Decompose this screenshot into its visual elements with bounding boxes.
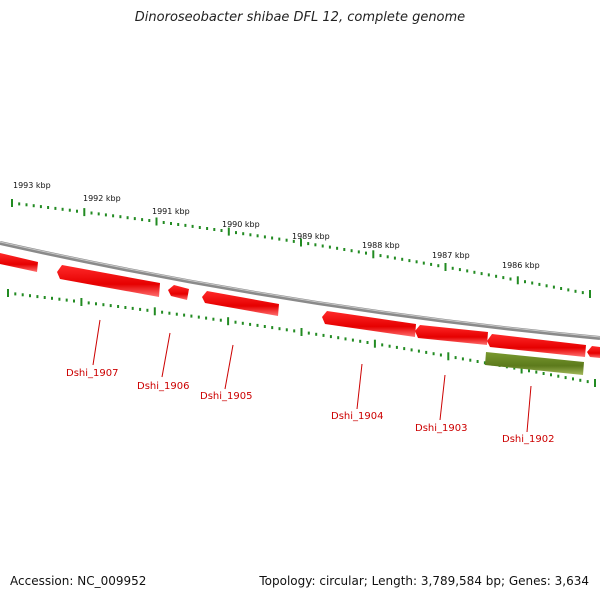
gene-label-dshi-1905[interactable]: Dshi_1905 [200, 391, 252, 402]
gene-feature-rna[interactable] [485, 352, 584, 375]
gene-feature-dshi-1907[interactable] [57, 265, 160, 297]
kbp-label-1991: 1991 kbp [152, 207, 190, 216]
genome-backbone [0, 241, 600, 340]
leader-dshi-1906 [161, 332, 171, 378]
outer-tick-ring [11, 199, 591, 298]
genome-backbone-highlight [0, 241, 600, 338]
kbp-label-1987: 1987 kbp [432, 251, 470, 260]
gene-feature-partial-left[interactable] [0, 253, 38, 272]
gene-feature-dshi-1906[interactable] [168, 285, 189, 300]
gene-feature-dshi-1903[interactable] [415, 325, 488, 345]
genome-stats-text: Topology: circular; Length: 3,789,584 bp… [259, 574, 589, 588]
gene-label-dshi-1907[interactable]: Dshi_1907 [66, 368, 118, 379]
gene-label-dshi-1903[interactable]: Dshi_1903 [415, 423, 467, 434]
kbp-label-1992: 1992 kbp [83, 194, 121, 203]
leader-dshi-1904 [356, 363, 363, 410]
map-title: Dinoroseobacter shibae DFL 12, complete … [134, 10, 466, 25]
kbp-label-1990: 1990 kbp [222, 220, 260, 229]
gene-label-dshi-1904[interactable]: Dshi_1904 [331, 411, 383, 422]
gene-feature-dshi-1905[interactable] [202, 291, 279, 316]
accession-text: Accession: NC_009952 [10, 574, 147, 588]
gene-feature-dshi-1902[interactable] [487, 334, 586, 357]
gene-feature-dshi-1904[interactable] [322, 311, 416, 337]
leader-dshi-1902 [526, 385, 532, 433]
gene-label-dshi-1906[interactable]: Dshi_1906 [137, 381, 189, 392]
kbp-label-1989: 1989 kbp [292, 232, 330, 241]
kbp-label-1993: 1993 kbp [13, 181, 51, 190]
leader-dshi-1907 [92, 319, 101, 366]
inner-tick-ring [7, 289, 596, 387]
kbp-label-1986: 1986 kbp [502, 261, 540, 270]
leader-dshi-1903 [439, 374, 446, 421]
gene-feature-partial-right[interactable] [587, 346, 600, 358]
gene-label-dshi-1902[interactable]: Dshi_1902 [502, 434, 554, 445]
leader-dshi-1905 [224, 344, 234, 390]
kbp-label-1988: 1988 kbp [362, 241, 400, 250]
